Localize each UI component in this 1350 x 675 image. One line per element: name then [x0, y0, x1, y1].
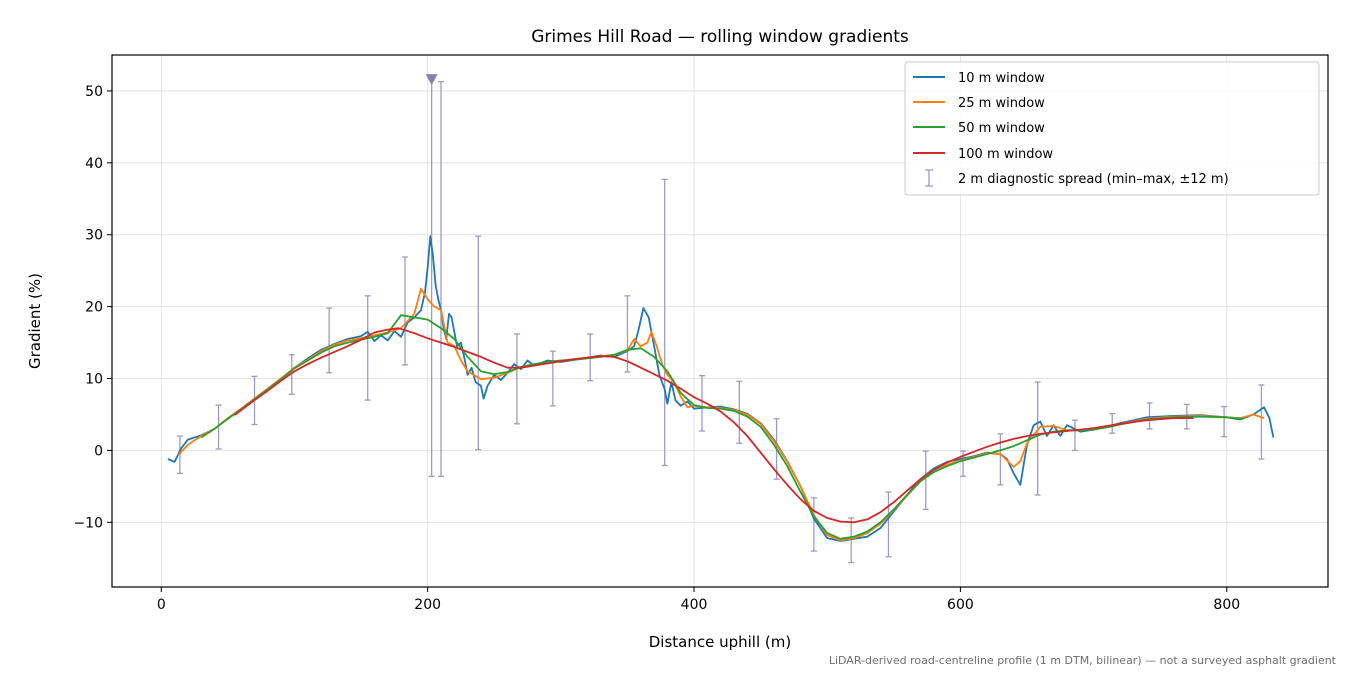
- x-axis-label: Distance uphill (m): [649, 633, 791, 651]
- clipped-value-marker: [425, 74, 438, 86]
- series-line-100-m-window: [233, 327, 1194, 524]
- series-line-50-m-window: [200, 314, 1243, 540]
- x-tick-label: 0: [157, 597, 166, 613]
- diagnostic-error-bar: [699, 374, 706, 432]
- axis-ticks: 0 200 400 600 800 −10 0 10 20 30 40 50: [73, 84, 1240, 613]
- diagnostic-error-bar: [1071, 419, 1078, 452]
- diagnostic-error-bar: [364, 295, 371, 401]
- diagnostic-error-bar: [885, 491, 892, 558]
- x-tick-label: 800: [1213, 597, 1240, 613]
- legend-box: [904, 61, 1320, 196]
- y-tick-label: 20: [85, 300, 103, 316]
- legend-swatch-diagnostic: [925, 169, 933, 187]
- legend-label-100m: 100 m window: [958, 147, 1053, 162]
- legend-label-diagnostic: 2 m diagnostic spread (min–max, ±12 m): [958, 172, 1229, 187]
- legend: 10 m window 25 m window 50 m window 100 …: [904, 61, 1320, 196]
- diagnostic-error-bar: [475, 235, 482, 451]
- legend-label-25m: 25 m window: [958, 96, 1045, 111]
- diagnostic-error-bar: [288, 354, 295, 395]
- y-tick-label: 0: [94, 443, 103, 459]
- plot-marks: [167, 74, 1275, 564]
- diagnostic-error-bar: [1109, 413, 1116, 434]
- diagnostic-error-bar: [215, 404, 222, 450]
- x-tick-label: 200: [414, 597, 441, 613]
- legend-label-50m: 50 m window: [958, 121, 1045, 136]
- y-tick-label: 50: [85, 84, 103, 100]
- diagnostic-error-bar: [1034, 381, 1041, 496]
- diagnostic-error-bar: [1146, 402, 1153, 430]
- diagnostic-error-bar: [624, 295, 631, 373]
- diagnostic-error-bar: [437, 80, 444, 477]
- y-tick-label: 40: [85, 156, 103, 172]
- diagnostic-error-bar: [326, 307, 333, 374]
- footnote: LiDAR-derived road-centreline profile (1…: [829, 654, 1337, 667]
- diagnostic-error-bar: [402, 256, 409, 366]
- diagnostic-error-bar: [810, 497, 817, 552]
- series-line-10-m-window: [167, 235, 1275, 542]
- x-tick-label: 600: [947, 597, 974, 613]
- y-tick-label: 30: [85, 228, 103, 244]
- diagnostic-error-bar: [1258, 384, 1265, 460]
- diagnostic-error-bar: [922, 450, 929, 511]
- x-tick-label: 400: [681, 597, 708, 613]
- y-tick-label: 10: [85, 372, 103, 388]
- plot-frame: [111, 54, 1329, 588]
- chart-title: Grimes Hill Road — rolling window gradie…: [531, 27, 909, 47]
- legend-label-10m: 10 m window: [958, 71, 1045, 86]
- diagnostic-error-bar: [661, 178, 668, 467]
- diagnostic-error-bar: [176, 435, 183, 475]
- y-axis-label: Gradient (%): [26, 273, 44, 369]
- diagnostic-error-bar: [848, 517, 855, 564]
- y-tick-label: −10: [73, 515, 103, 531]
- diagnostic-error-bar: [513, 333, 520, 425]
- diagnostic-error-bar: [1221, 405, 1228, 438]
